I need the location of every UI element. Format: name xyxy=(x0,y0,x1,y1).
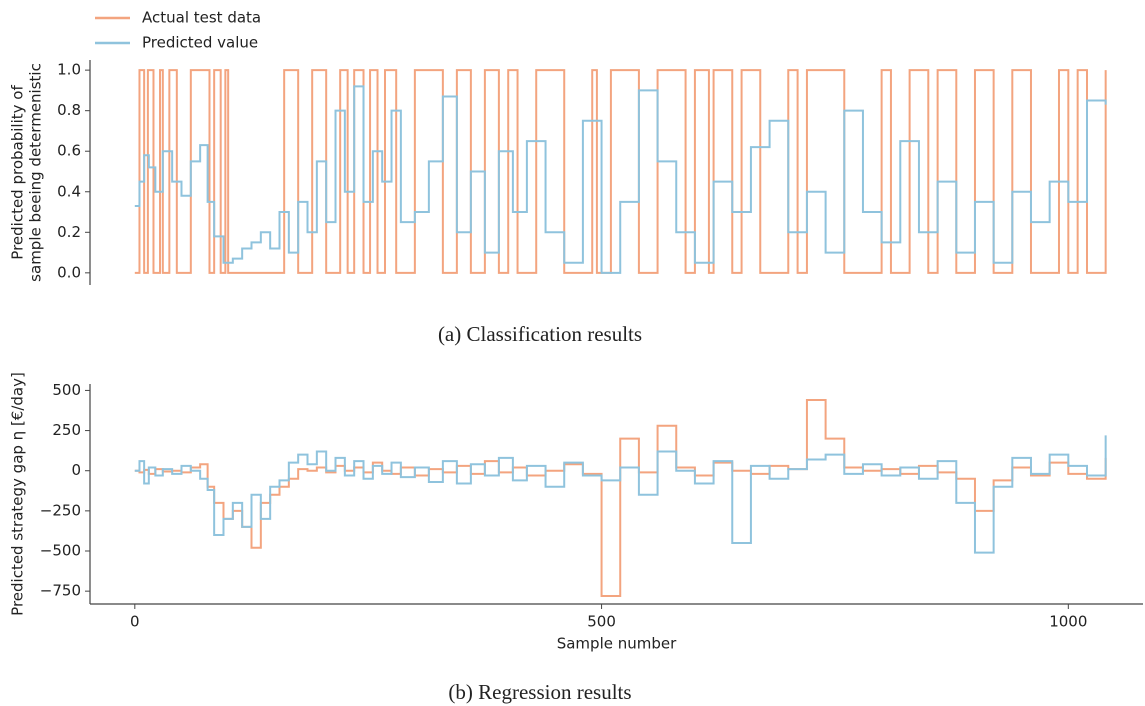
y-axis-label: Predicted strategy gap η [€/day] xyxy=(9,372,27,616)
caption: (a) Classification results xyxy=(438,322,642,346)
legend-label: Predicted value xyxy=(142,34,258,52)
y-tick-label: 0 xyxy=(71,461,81,479)
y-tick-label: 0.8 xyxy=(57,101,81,119)
x-axis-label: Sample number xyxy=(557,635,677,653)
x-tick-label: 1000 xyxy=(1049,613,1087,631)
legend-label: Actual test data xyxy=(142,9,261,27)
y-tick-label: −750 xyxy=(40,582,81,600)
y-axis-label: sample beeing determenistic xyxy=(27,63,45,282)
data-line xyxy=(134,399,1107,597)
data-line xyxy=(134,435,1107,554)
y-tick-label: 0.2 xyxy=(57,223,81,241)
y-tick-label: 0.4 xyxy=(57,182,81,200)
y-axis-label: Predicted probability of xyxy=(9,85,27,260)
y-tick-label: 500 xyxy=(52,381,81,399)
data-line xyxy=(134,85,1107,274)
data-line xyxy=(134,69,1107,274)
x-tick-label: 0 xyxy=(130,613,140,631)
y-tick-label: 0.6 xyxy=(57,142,81,160)
x-tick-label: 500 xyxy=(587,613,616,631)
y-tick-label: 0.0 xyxy=(57,263,81,281)
y-tick-label: −250 xyxy=(40,501,81,519)
y-tick-label: −500 xyxy=(40,542,81,560)
caption: (b) Regression results xyxy=(448,680,631,704)
y-tick-label: 1.0 xyxy=(57,61,81,79)
y-tick-label: 250 xyxy=(52,421,81,439)
